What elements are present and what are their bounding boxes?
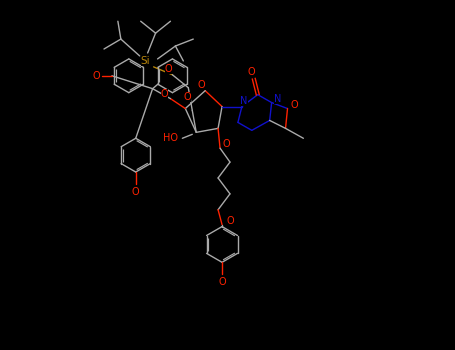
- Text: O: O: [197, 80, 205, 90]
- Text: O: O: [92, 71, 100, 81]
- Text: N: N: [274, 93, 281, 104]
- Text: O: O: [132, 187, 140, 197]
- Text: O: O: [226, 216, 234, 226]
- Text: HO: HO: [163, 133, 178, 143]
- Text: O: O: [218, 277, 226, 287]
- Text: O: O: [222, 139, 230, 149]
- Text: O: O: [165, 64, 172, 74]
- Text: O: O: [161, 89, 168, 99]
- Text: Si: Si: [141, 56, 151, 66]
- Text: O: O: [248, 67, 256, 77]
- Text: O: O: [291, 99, 298, 110]
- Text: N: N: [240, 96, 248, 106]
- Text: O: O: [183, 92, 191, 102]
